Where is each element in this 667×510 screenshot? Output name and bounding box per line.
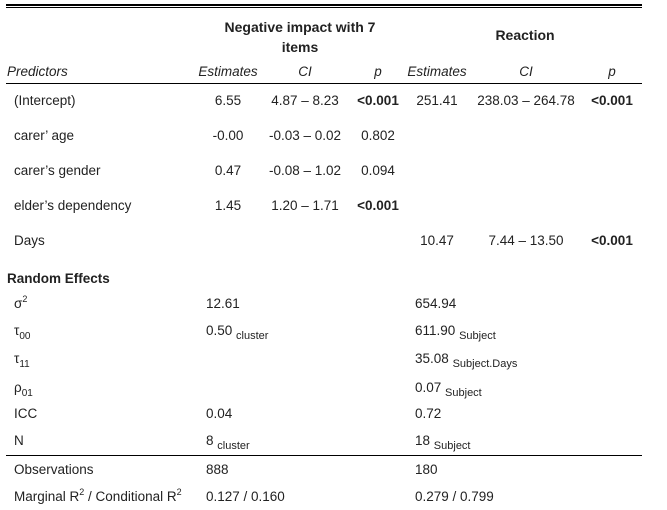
footer-m1-value: 0.127 / 0.160	[206, 489, 285, 504]
m2-p: <0.001	[591, 93, 633, 108]
re-m1-value: 0.04	[206, 406, 233, 421]
model-1-title: Negative impact with 7 items	[224, 19, 376, 55]
m1-p: 0.094	[361, 163, 395, 178]
m1-estimate: 1.45	[214, 198, 242, 213]
re-m1-value: 12.61	[206, 296, 240, 311]
footer-m2-value: 0.279 / 0.799	[415, 489, 494, 504]
m2-estimate: 251.41	[416, 93, 458, 108]
m2-ci: 7.44 – 13.50	[488, 233, 564, 248]
re-m2-value: 611.90 Subject	[415, 323, 496, 342]
row-label: (Intercept)	[14, 93, 76, 108]
col-m1-ci: CI	[298, 64, 312, 79]
m2-p: <0.001	[591, 233, 633, 248]
m1-p: <0.001	[357, 198, 399, 213]
re-m2-value: 0.72	[415, 406, 442, 421]
row-label: Days	[14, 233, 45, 248]
footer-label: Observations	[14, 462, 94, 477]
m1-ci: 1.20 – 1.71	[271, 198, 339, 213]
col-m2-estimates: Estimates	[407, 64, 467, 79]
re-row-label: ρ01	[14, 380, 33, 399]
re-m2-value: 18 Subject	[415, 433, 471, 452]
row-label: carer’s gender	[14, 163, 101, 178]
col-m2-p: p	[608, 64, 616, 79]
row-label: carer’ age	[14, 128, 75, 143]
re-m2-value: 0.07 Subject	[415, 380, 482, 399]
col-m1-estimates: Estimates	[198, 64, 258, 79]
row-label: elder’s dependency	[14, 198, 132, 213]
model-2-title: Reaction	[495, 27, 555, 43]
footer-rule	[6, 455, 642, 456]
col-predictors: Predictors	[7, 64, 68, 79]
re-m2-value: 35.08 Subject.Days	[415, 351, 518, 370]
random-effects-heading: Random Effects	[7, 271, 110, 286]
header-rule	[6, 83, 642, 84]
re-row-label: τ11	[14, 351, 30, 370]
m1-p: 0.802	[361, 128, 395, 143]
top-rule	[6, 4, 642, 6]
m1-estimate: 6.55	[214, 93, 242, 108]
top-rule-thin	[6, 7, 642, 8]
footer-m2-value: 180	[415, 462, 438, 477]
footer-m1-value: 888	[206, 462, 229, 477]
re-row-label: N	[14, 433, 24, 448]
re-row-label: ICC	[14, 406, 38, 421]
m1-estimate: -0.00	[212, 128, 244, 143]
re-m2-value: 654.94	[415, 296, 457, 311]
m1-ci: -0.08 – 1.02	[268, 163, 342, 178]
col-m2-ci: CI	[519, 64, 533, 79]
m2-estimate: 10.47	[420, 233, 454, 248]
m1-ci: -0.03 – 0.02	[268, 128, 342, 143]
m2-ci: 238.03 – 264.78	[477, 93, 575, 108]
re-row-label: τ00	[14, 323, 31, 342]
col-m1-p: p	[374, 64, 382, 79]
m1-estimate: 0.47	[214, 163, 242, 178]
m1-p: <0.001	[357, 93, 399, 108]
footer-label: Marginal R2 / Conditional R2	[14, 487, 182, 505]
re-row-label: σ2	[14, 294, 28, 312]
re-m1-value: 8 cluster	[206, 433, 250, 452]
re-m1-value: 0.50 cluster	[206, 323, 269, 342]
m1-ci: 4.87 – 8.23	[271, 93, 339, 108]
